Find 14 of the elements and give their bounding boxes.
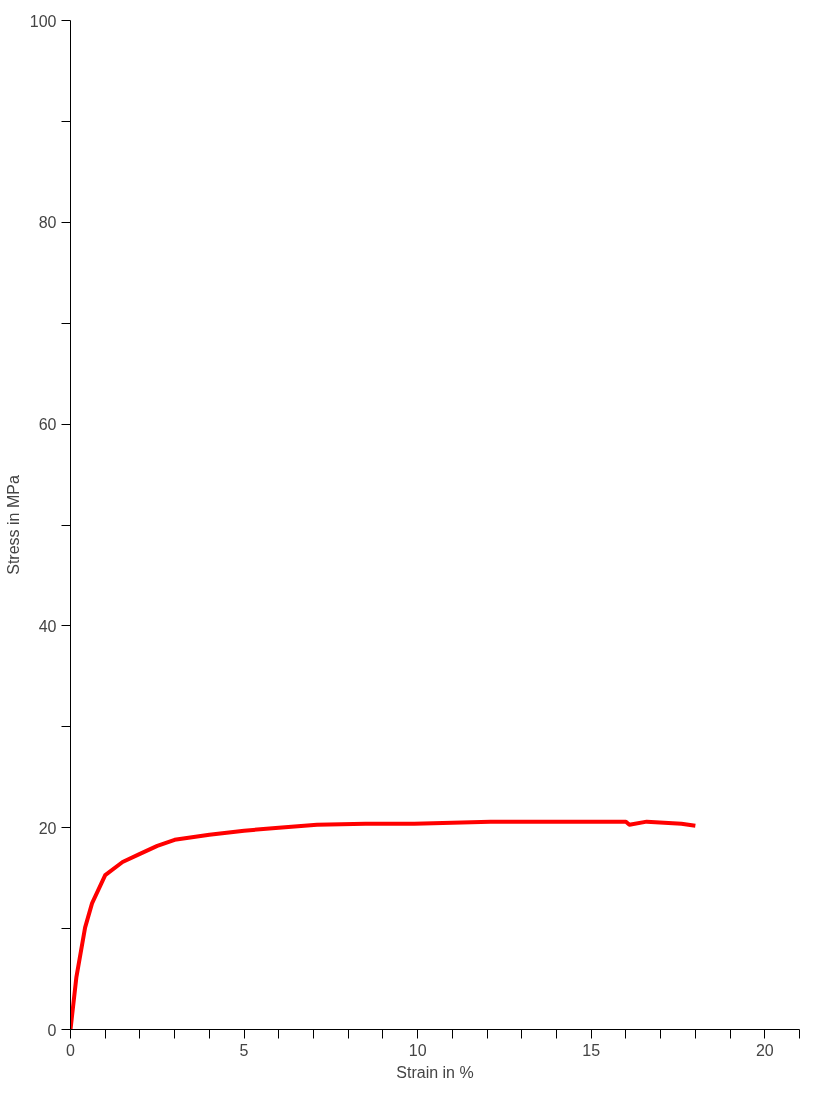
y-tick-label: 60 [38, 416, 57, 434]
x-axis-title: Strain in % [396, 1063, 474, 1081]
y-tick-label: 20 [38, 819, 57, 837]
y-tick-label: 40 [38, 617, 57, 635]
y-tick-label: 80 [38, 214, 57, 232]
y-tick-label: 0 [47, 1021, 57, 1039]
x-tick-label: 15 [582, 1041, 601, 1059]
y-axis-title: Stress in MPa [4, 475, 22, 575]
x-tick-label: 5 [239, 1041, 249, 1059]
x-tick-label: 0 [66, 1041, 76, 1059]
y-tick-label: 100 [29, 12, 57, 30]
x-tick-label: 20 [755, 1041, 774, 1059]
line-series [70, 819, 698, 1030]
x-tick-label: 10 [408, 1041, 427, 1059]
